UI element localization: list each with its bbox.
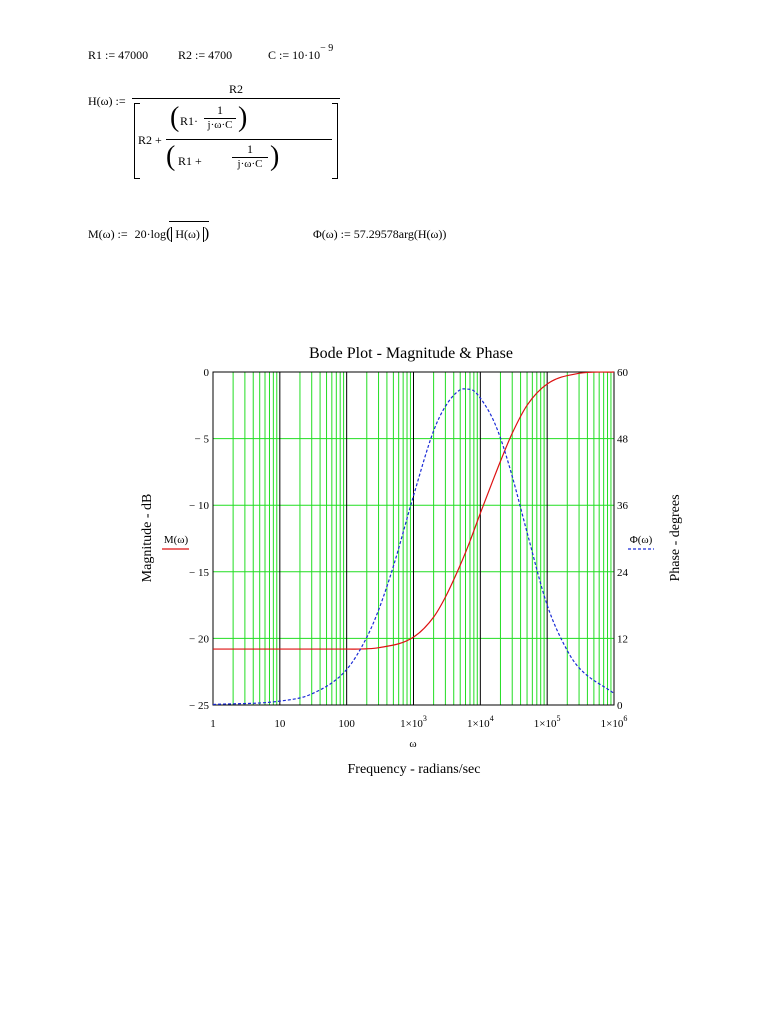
eq-h-denominator: R2 + ( R1· 1 j·ω·C ) ( R1 + bbox=[132, 99, 340, 179]
y-tick-right: 24 bbox=[617, 567, 629, 579]
series-lines bbox=[212, 371, 615, 706]
eq-m-arg: H(ω) bbox=[175, 227, 200, 241]
eq-m-lhs: M(ω) := bbox=[88, 227, 128, 241]
eq-h-jwc-b: j·ω·C bbox=[237, 158, 263, 170]
eq-h-one-a: 1 bbox=[217, 103, 223, 117]
y-tick-left: − 10 bbox=[189, 500, 209, 512]
x-tick: 1 bbox=[210, 718, 216, 730]
y-tick-left: − 20 bbox=[189, 633, 209, 645]
eq-r2: R2 := 4700 bbox=[178, 48, 233, 62]
eq-h-jwc-a: j·ω·C bbox=[207, 119, 233, 131]
eq-h-one-b: 1 bbox=[247, 142, 253, 156]
eq-r1: R1 := 47000 bbox=[88, 48, 149, 62]
y-axis-right-label: Phase - degrees bbox=[668, 494, 683, 581]
eq-h-den-prefix: R2 + bbox=[138, 133, 162, 147]
y-tick-right: 36 bbox=[617, 500, 629, 512]
y-tick-left: 0 bbox=[204, 367, 210, 379]
eq-c: C := 10·10− 9 bbox=[268, 43, 333, 63]
y-axis-left-label: Magnitude - dB bbox=[140, 494, 155, 583]
x-tick: 1×103 bbox=[400, 714, 427, 730]
x-tick: 100 bbox=[338, 718, 355, 730]
grid bbox=[213, 372, 614, 705]
y-tick-left: − 5 bbox=[195, 434, 210, 446]
y-tick-left: − 15 bbox=[189, 567, 209, 579]
y-tick-right: 0 bbox=[617, 700, 623, 712]
eq-h-r1: R1· bbox=[180, 114, 198, 128]
eq-c-exponent: − 9 bbox=[320, 43, 334, 54]
eq-phi: Φ(ω) := 57.29578arg(H(ω)) bbox=[313, 227, 447, 241]
eq-h-r1-plus: R1 + bbox=[178, 154, 202, 168]
x-tick: 10 bbox=[274, 718, 286, 730]
series-magnitude-line bbox=[213, 371, 615, 650]
eq-m: M(ω) := 20·log( H(ω) ) bbox=[88, 221, 209, 243]
x-axis-label: Frequency - radians/sec bbox=[348, 762, 481, 777]
bode-plot: Bode Plot - Magnitude & Phase 0 − 5 − 10 − … bbox=[140, 345, 683, 777]
axes bbox=[212, 371, 615, 706]
series-phase-line bbox=[212, 388, 615, 706]
eq-h-lhs: H(ω) := bbox=[88, 94, 126, 108]
plot-frame bbox=[212, 371, 615, 706]
x-axis-variable: ω bbox=[409, 738, 416, 750]
chart-title: Bode Plot - Magnitude & Phase bbox=[309, 345, 513, 362]
y-tick-right: 60 bbox=[617, 367, 629, 379]
x-tick: 1×106 bbox=[601, 714, 628, 730]
y-tick-left: − 25 bbox=[189, 700, 209, 712]
tick-labels: 0 − 5 − 10 − 15 − 20 − 25 60 48 36 24 12 0 1 10 100 1×1… bbox=[189, 367, 628, 730]
eq-h-numerator: R2 bbox=[228, 82, 243, 96]
x-tick: 1×104 bbox=[467, 714, 494, 730]
legend-m-label: M(ω) bbox=[164, 534, 189, 546]
y-tick-right: 48 bbox=[617, 434, 629, 446]
eq-c-base: C := 10·10 bbox=[268, 48, 321, 62]
x-tick: 1×105 bbox=[534, 714, 561, 730]
legend-phi-label: Φ(ω) bbox=[630, 534, 653, 546]
eq-m-rhs: 20·log bbox=[134, 227, 167, 241]
eq-m-arrow bbox=[169, 221, 209, 222]
y-tick-right: 12 bbox=[617, 633, 628, 645]
